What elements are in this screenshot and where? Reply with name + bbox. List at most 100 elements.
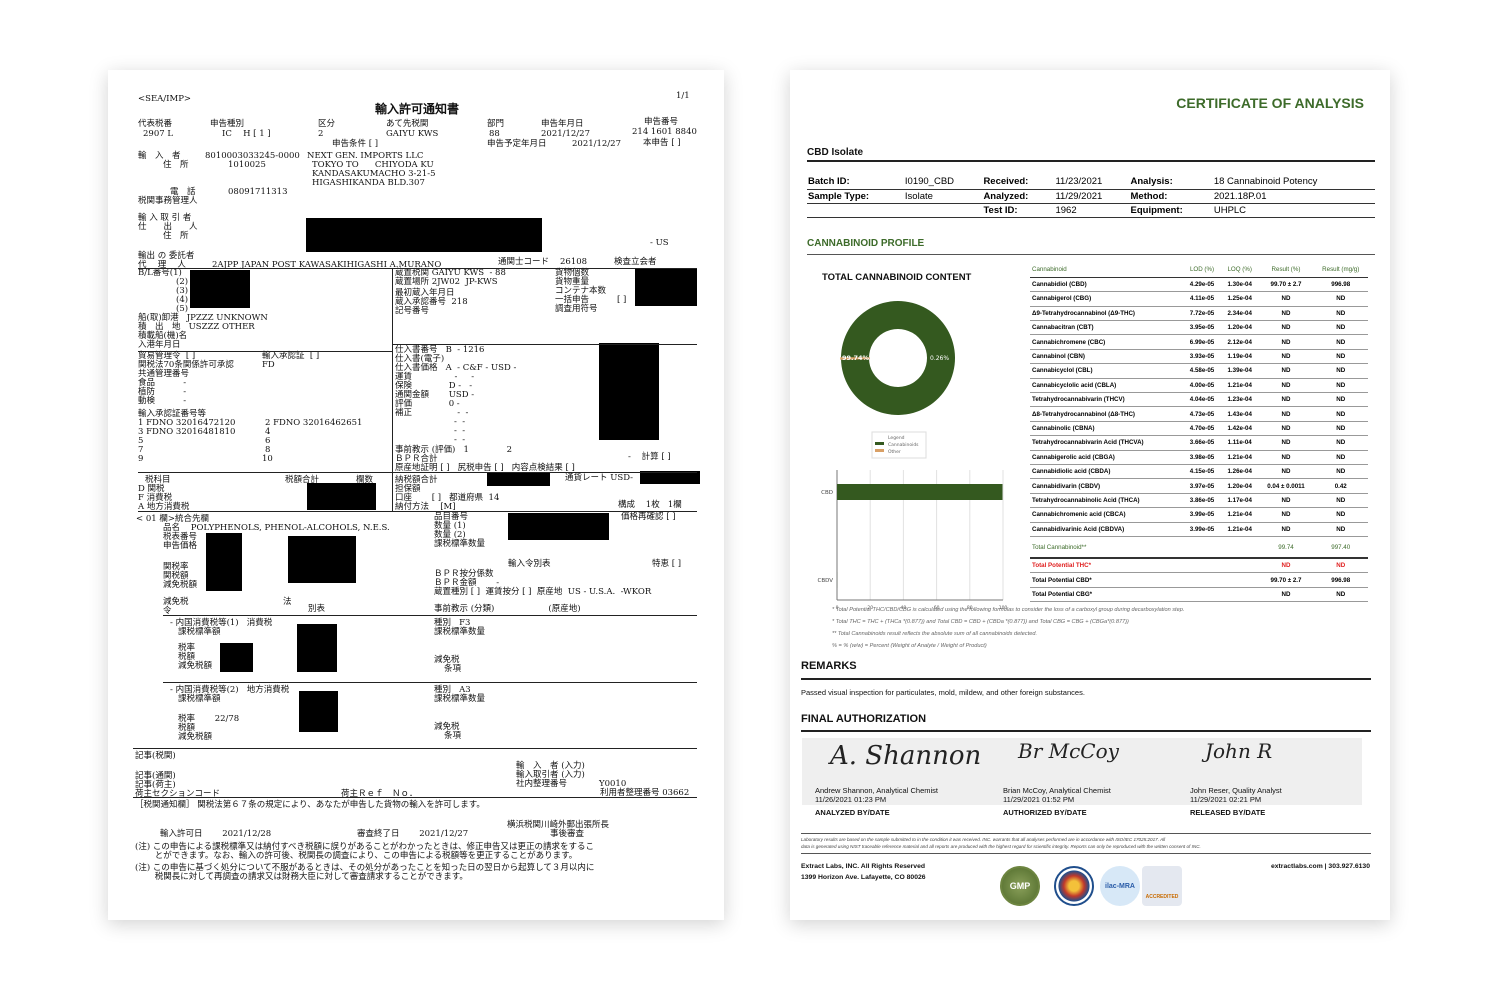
ilac-mra-seal-icon: ilac-MRA (1100, 866, 1140, 906)
cell: 1.26e-04 (1220, 464, 1259, 480)
permit-lbl-div: 区分 (318, 119, 336, 129)
info-label: Method: (1129, 189, 1213, 204)
cell (1183, 558, 1221, 574)
permit-cond: 申告条件 [ ] (332, 139, 379, 149)
x-tick-label: 40 (901, 605, 907, 610)
table-row: Cannabidivarin (CBDV) 3.97e-05 1.20e-04 0.0… (1030, 478, 1368, 494)
permit-lbl-address: 住 所 (163, 160, 189, 170)
info-label (807, 203, 904, 218)
cell: 1.39e-04 (1220, 363, 1259, 379)
cell: ND (1258, 421, 1314, 437)
permit-importer-code: 8010003033245-0000 (205, 151, 300, 161)
cell: 1.21e-04 (1220, 378, 1259, 394)
table-row: Δ8-Tetrahydrocannabinol (Δ8-THC) 4.73e-05… (1030, 406, 1368, 422)
permit-bl1: B/L番号(1) (138, 268, 182, 278)
potential-row: Total Potential CBG* ND ND (1030, 587, 1368, 603)
cell: 4.58e-05 (1183, 363, 1221, 379)
redaction-block (508, 513, 609, 540)
permit-art70: 関税法70条関係許可承認 (138, 360, 234, 370)
permit-inv-e: 仕入書(電子) (395, 354, 445, 364)
company-address: 1399 Horizon Ave. Lafayette, CO 80026 (801, 874, 926, 881)
permit-c5: 5 (138, 436, 144, 446)
permit-title: 輸入許可通知書 (375, 102, 460, 116)
permit-ct1-base: 課税標準額 (178, 627, 221, 637)
info-value: 1962 (1054, 203, 1130, 218)
permit-approval-cert: 輸入承認証 [ ] (262, 351, 320, 361)
permit-decl-price: 申告価格 (163, 541, 198, 551)
table-row: Cannabichromenic acid (CBCA) 3.99e-05 1.21… (1030, 507, 1368, 523)
permit-d2: - - (454, 426, 466, 436)
permit-n4: 税関長に対して再調査の請求又は財務大臣に対して審査請求することができます。 (135, 872, 468, 882)
remarks-text: Passed visual inspection for particulate… (801, 688, 1085, 697)
permit-c7: 7 (138, 445, 144, 455)
info-label: Received: (982, 175, 1055, 190)
permit-duty-amt: 関税額 (163, 571, 189, 581)
permit-type: IC H [ 1 ] (222, 129, 271, 139)
divider (801, 833, 1371, 834)
cell: 1.21e-04 (1220, 522, 1259, 537)
cell (1183, 587, 1221, 603)
permit-lbl-agent: 代 理 人 (138, 260, 186, 270)
info-value: 11/29/2021 (1054, 189, 1130, 204)
bar-cbd (837, 484, 1003, 500)
cell: ND (1258, 291, 1314, 307)
cell: 997.40 (1313, 536, 1368, 560)
permit-qty2: 数量 (2) (434, 530, 466, 540)
cell: ND (1258, 464, 1314, 480)
redaction-block (220, 643, 253, 672)
cell: 4.11e-05 (1183, 291, 1221, 307)
total-row: Total Cannabinoid** 99.74 997.40 (1030, 536, 1368, 560)
info-label: Analysis: (1129, 175, 1213, 190)
company-contact: extractlabs.com | 303.927.6130 (1270, 863, 1370, 870)
cell: 2.12e-04 (1220, 334, 1259, 350)
permit-lbl-sched: 申告予定年月日 (487, 139, 547, 149)
cell (1183, 572, 1221, 588)
permit-phone: 08091711313 (228, 187, 288, 197)
cell: ND (1313, 320, 1368, 336)
permit-tax-item: 税科目 (145, 475, 171, 485)
cell: 1.19e-04 (1220, 349, 1259, 365)
legend-label: Cannabinoids (888, 442, 919, 448)
cell: 1.11e-04 (1220, 435, 1259, 451)
donut-slice-other (840, 357, 870, 360)
permit-approval: 蔵入承認番号 218 (395, 297, 468, 307)
permit-animal: 動検 - (138, 396, 187, 406)
permit-div: 2 (318, 129, 324, 139)
info-value: 11/23/2021 (1054, 175, 1130, 190)
permit-ct2-clause: 条項 (444, 731, 462, 741)
cell: LOD (%) (1183, 263, 1221, 278)
permit-mark: 記号番号 (395, 306, 430, 316)
permit-exempt: 減免税 (163, 597, 189, 607)
permit-annex: 輸入令別表 (508, 559, 551, 569)
rule-line (163, 615, 697, 616)
table-row: Cannabidiol (CBD) 4.29e-05 1.30e-04 99.70 ±… (1030, 277, 1368, 293)
permit-notice: ［税関通知欄］ 関税法第６７条の規定により、あなたが申告した貨物の輸入を許可しま… (135, 800, 485, 810)
permit-c2: 2 FDNO 32016462651 (265, 418, 363, 428)
permit-freight: 運賃 - - (395, 372, 475, 382)
cell: Cannabinoid (1030, 263, 1184, 278)
info-value: I0190_CBD (903, 175, 983, 190)
rule-line (138, 351, 392, 352)
permit-ref: 荷主Ｒｅｆ Ｎｏ． (341, 789, 418, 799)
table-row: Cannabigerol (CBG) 4.11e-05 1.25e-04 ND ND (1030, 291, 1368, 307)
permit-n1: (注) この申告による課税標準又は納付すべき税額に誤りがあることがわかったときは… (135, 842, 594, 852)
redaction-block (487, 473, 550, 486)
cell: Total Potential CBD* (1030, 572, 1184, 588)
permit-inv-no: 仕入書番号 B - 1216 (395, 345, 485, 355)
rule-line (138, 268, 697, 269)
table-row: Cannabidiolic acid (CBDA) 4.15e-05 1.26e-0… (1030, 464, 1368, 480)
legend-title: Legend (888, 435, 905, 441)
footnote: * Total THC = THC + (THCa *(0.877)) and … (832, 619, 1129, 625)
permit-origin-cert: 原産地証明 [ ] 尻税申告 [ ] 内容点検結果 [ ] (395, 463, 575, 473)
rule-line (133, 797, 697, 798)
cell: ND (1313, 558, 1368, 574)
permit-ct1-ex: 減免税額 (178, 661, 213, 671)
cell: ND (1313, 421, 1368, 437)
donut-slice-cannabinoids (841, 300, 955, 415)
cell: 1.30e-04 (1220, 277, 1259, 293)
x-tick-label: 0 (836, 605, 839, 610)
permit-lbl-addr2: 住 所 (163, 231, 189, 241)
cell: 4.04e-05 (1183, 392, 1221, 408)
permit-country: - US (650, 238, 669, 248)
permit-adjust: 補正 - - (395, 408, 469, 418)
